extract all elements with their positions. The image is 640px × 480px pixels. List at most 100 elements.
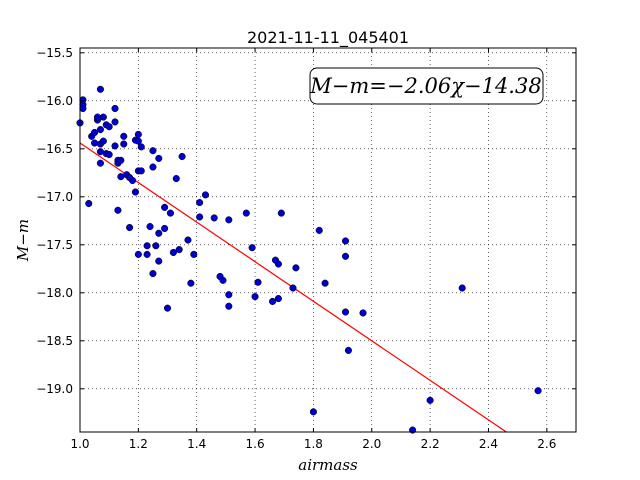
data-point bbox=[96, 126, 104, 134]
data-point bbox=[111, 142, 119, 150]
data-point bbox=[201, 191, 210, 199]
data-point bbox=[254, 278, 262, 286]
data-point bbox=[96, 159, 104, 167]
data-point bbox=[341, 308, 350, 316]
data-point bbox=[225, 302, 233, 310]
data-point bbox=[111, 118, 119, 126]
x-tick-label: 1.8 bbox=[304, 437, 323, 451]
x-tick-label: 2.0 bbox=[362, 437, 381, 451]
data-point bbox=[163, 304, 172, 312]
data-point bbox=[85, 199, 93, 208]
data-point bbox=[169, 248, 177, 257]
data-point bbox=[344, 346, 352, 354]
data-point bbox=[117, 156, 125, 164]
data-point bbox=[184, 236, 192, 244]
data-point bbox=[274, 260, 282, 268]
plot-frame bbox=[79, 47, 577, 433]
data-point bbox=[131, 188, 139, 196]
data-point bbox=[242, 209, 250, 217]
data-point bbox=[114, 206, 122, 214]
data-point bbox=[155, 257, 163, 265]
x-tick-label: 1.4 bbox=[187, 437, 206, 451]
axis-ticks: 1.0 1.2 1.4 1.6 1.8 2.0 2.2 2.4 2.6 −15.5 −16.0 −16… bbox=[36, 46, 576, 451]
data-point bbox=[99, 137, 107, 145]
data-point bbox=[178, 152, 186, 161]
data-point bbox=[196, 213, 204, 221]
data-point bbox=[96, 85, 104, 93]
data-point bbox=[99, 113, 107, 121]
data-point bbox=[91, 139, 99, 147]
y-tick-label: −16.0 bbox=[36, 94, 73, 108]
data-point bbox=[269, 297, 277, 305]
data-point bbox=[111, 104, 119, 113]
data-point bbox=[143, 242, 151, 250]
data-point bbox=[79, 104, 87, 113]
fit-equation: M−m=−2.06χ−14.38 bbox=[309, 74, 541, 98]
y-tick-label: −17.0 bbox=[36, 190, 73, 204]
data-point bbox=[105, 151, 113, 159]
data-point bbox=[137, 143, 145, 151]
y-tick-label: −17.5 bbox=[36, 238, 73, 252]
data-point bbox=[315, 226, 323, 234]
x-axis-label: airmass bbox=[298, 456, 358, 474]
data-point bbox=[534, 387, 542, 395]
data-point bbox=[225, 291, 233, 299]
data-point bbox=[149, 147, 157, 155]
data-point bbox=[321, 279, 329, 287]
data-point bbox=[155, 229, 163, 237]
data-point bbox=[128, 176, 137, 185]
x-tick-label: 2.6 bbox=[537, 437, 556, 451]
plot-area bbox=[80, 48, 576, 432]
data-point bbox=[251, 293, 259, 301]
data-point bbox=[248, 244, 256, 252]
data-point bbox=[149, 270, 157, 278]
y-tick-label: −18.5 bbox=[36, 334, 73, 348]
x-tick-label: 2.4 bbox=[479, 437, 498, 451]
data-point bbox=[309, 408, 317, 416]
data-point bbox=[292, 264, 300, 272]
y-tick-label: −15.5 bbox=[36, 46, 73, 60]
data-point bbox=[149, 163, 157, 171]
data-point bbox=[137, 167, 145, 175]
chart-title: 2021-11-11_045401 bbox=[247, 28, 409, 48]
data-point bbox=[105, 123, 113, 131]
data-point bbox=[341, 237, 350, 245]
x-tick-label: 1.2 bbox=[129, 437, 148, 451]
data-point bbox=[155, 154, 163, 162]
data-point bbox=[458, 284, 466, 292]
data-point bbox=[161, 203, 169, 211]
data-point bbox=[79, 96, 87, 104]
data-point bbox=[190, 250, 198, 258]
data-point bbox=[134, 250, 142, 258]
data-point bbox=[152, 242, 160, 250]
data-point bbox=[210, 214, 218, 222]
data-point bbox=[166, 209, 174, 217]
x-tick-label: 1.6 bbox=[246, 437, 265, 451]
data-point bbox=[219, 276, 227, 284]
y-tick-label: −18.0 bbox=[36, 286, 73, 300]
equation-box: M−m=−2.06χ−14.38 bbox=[309, 67, 544, 105]
data-point bbox=[120, 132, 128, 140]
data-point bbox=[126, 223, 134, 232]
data-points bbox=[76, 85, 542, 434]
x-tick-label: 2.2 bbox=[421, 437, 440, 451]
data-point bbox=[120, 140, 128, 148]
data-point bbox=[134, 137, 142, 145]
data-point bbox=[341, 252, 350, 260]
data-point bbox=[143, 250, 151, 258]
data-point bbox=[172, 175, 180, 183]
data-point bbox=[146, 223, 154, 231]
data-point bbox=[161, 224, 169, 233]
grid-lines bbox=[79, 48, 576, 432]
y-axis-label: M−m bbox=[14, 219, 32, 262]
data-point bbox=[426, 396, 434, 404]
y-tick-label: −19.0 bbox=[36, 382, 73, 396]
y-tick-label: −16.5 bbox=[36, 142, 73, 156]
data-point bbox=[274, 295, 282, 303]
data-point bbox=[91, 128, 99, 137]
data-point bbox=[225, 216, 233, 224]
data-point bbox=[175, 246, 183, 254]
data-point bbox=[359, 309, 367, 317]
data-point bbox=[277, 209, 285, 217]
